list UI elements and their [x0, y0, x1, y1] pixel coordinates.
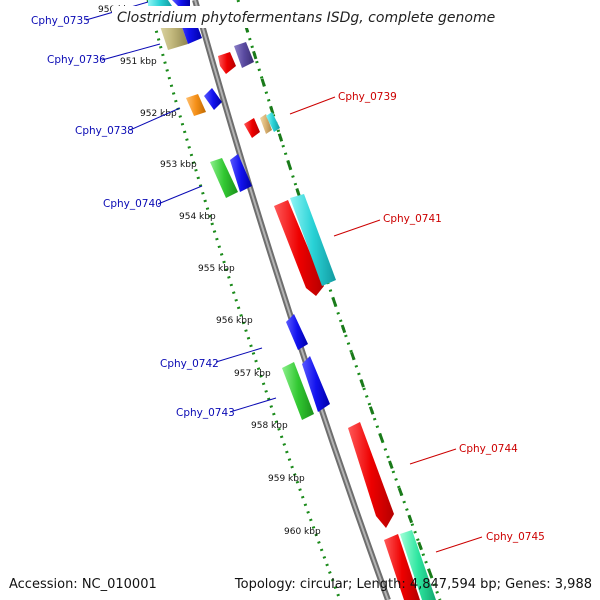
gene-arrow-cphy0740[interactable] [210, 158, 238, 198]
gene-arrow-cphy0744[interactable] [348, 422, 394, 528]
gene-arrow-cphy0743[interactable] [282, 362, 314, 420]
kbp-label: 960 kbp [284, 527, 321, 537]
kbp-labels: 950 kbp 951 kbp 952 kbp 953 kbp 954 kbp … [98, 5, 321, 537]
kbp-label: 957 kbp [234, 369, 271, 379]
kbp-label: 958 kbp [251, 421, 288, 431]
accession-text: Accession: NC_010001 [9, 577, 157, 592]
kbp-label: 951 kbp [120, 57, 157, 67]
tick-mark [417, 541, 423, 551]
gene-arrow-cphy0741[interactable] [274, 200, 324, 296]
gene-arrow-cphy0740b[interactable] [230, 154, 252, 192]
tick-mark [350, 351, 356, 361]
tick-mark [427, 568, 433, 578]
gene-arrow-cphy0735b[interactable] [172, 0, 190, 6]
gene-arrow-cphy0745[interactable] [384, 534, 420, 600]
gene-arrow-cphy0738b[interactable] [204, 88, 222, 110]
gene-label[interactable]: Cphy_0736 [47, 54, 106, 66]
tick-mark [378, 433, 384, 442]
gene-label[interactable]: Cphy_0742 [160, 358, 219, 370]
kbp-label: 956 kbp [216, 316, 253, 326]
tick-mark [269, 105, 275, 115]
tick-mark [340, 324, 347, 334]
gene-arrow-cphy0739b[interactable] [260, 114, 272, 134]
gene-labels-plus: Cphy_0739 Cphy_0741 Cphy_0744 Cphy_0745 [338, 91, 545, 543]
kbp-label: 954 kbp [179, 212, 216, 222]
gene-features [148, 0, 436, 600]
kbp-label: 952 kbp [140, 109, 177, 119]
gene-arrow-cphy0739[interactable] [244, 118, 260, 138]
gene-label[interactable]: Cphy_0739 [338, 91, 397, 103]
page-title: Clostridium phytofermentans ISDg, comple… [117, 10, 495, 26]
gene-label[interactable]: Cphy_0743 [176, 407, 235, 419]
kbp-label: 953 kbp [160, 160, 197, 170]
tick-mark [252, 50, 258, 60]
gene-leader-lines [85, 1, 483, 553]
genome-backbone [192, 0, 391, 600]
gene-arrow-cphy0743b[interactable] [302, 356, 330, 412]
topology-text: Topology: circular; Length: 4,847,594 bp… [234, 577, 592, 592]
tick-mark [397, 487, 404, 497]
kbp-label: 959 kbp [268, 474, 305, 484]
tick-mark [359, 379, 365, 388]
gene-arrow-cphy0745b[interactable] [400, 530, 436, 600]
tick-mark [331, 297, 337, 306]
gene-arrow-cphy0738[interactable] [186, 94, 206, 116]
gene-arrow-cphy0741b[interactable] [290, 194, 336, 286]
tick-mark [295, 188, 301, 197]
tick-mark [260, 78, 266, 87]
gene-label[interactable]: Cphy_0740 [103, 198, 162, 210]
plus-strand-track [236, 0, 442, 600]
tick-mark [368, 406, 375, 415]
gene-labels-minus: Cphy_0735 Cphy_0736 Cphy_0738 Cphy_0740 … [31, 15, 235, 419]
title-backdrop [112, 6, 460, 28]
gene-arrow-0737b[interactable] [234, 42, 254, 68]
tick-mark [286, 160, 292, 170]
tick-marks [243, 23, 433, 578]
minus-strand-track [146, 0, 342, 600]
gene-arrow-cphy0742[interactable] [286, 314, 308, 350]
gene-label[interactable]: Cphy_0741 [383, 213, 442, 225]
gene-label[interactable]: Cphy_0738 [75, 125, 134, 137]
genome-backbone-highlight [194, 0, 389, 600]
gene-arrow-cphy0739c[interactable] [266, 112, 280, 132]
tick-mark [388, 460, 394, 470]
gene-label[interactable]: Cphy_0744 [459, 443, 518, 455]
tick-mark [277, 133, 284, 142]
gene-label[interactable]: Cphy_0745 [486, 531, 545, 543]
tick-mark [407, 514, 414, 524]
gene-arrow-0737[interactable] [218, 52, 236, 74]
gene-label[interactable]: Cphy_0735 [31, 15, 90, 27]
kbp-label: 955 kbp [198, 264, 235, 274]
